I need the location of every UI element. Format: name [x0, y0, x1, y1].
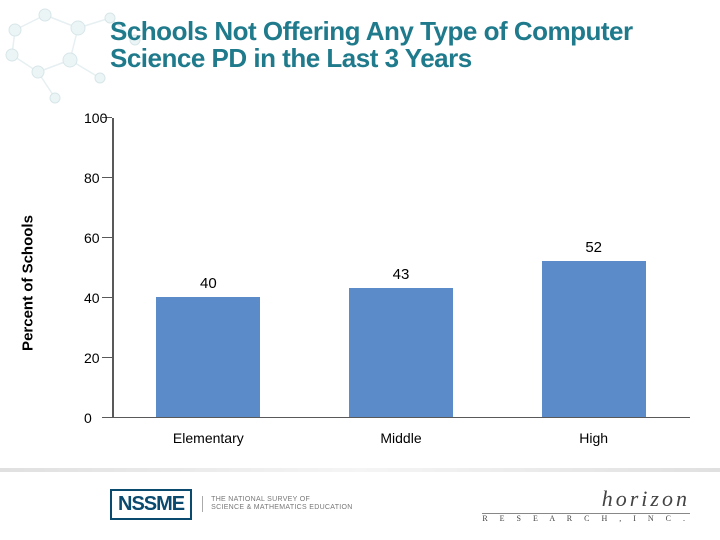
bar-value-label: 43: [393, 266, 410, 283]
y-tick: [102, 177, 112, 178]
x-tick-label: High: [579, 430, 608, 446]
y-axis-label: Percent of Schools: [20, 215, 37, 351]
y-tick-label: 80: [84, 170, 98, 186]
bar-value-label: 40: [200, 275, 217, 292]
nssme-subtitle: THE NATIONAL SURVEY OF SCIENCE & MATHEMA…: [202, 496, 353, 511]
y-tick-label: 60: [84, 230, 98, 246]
page-title: Schools Not Offering Any Type of Compute…: [110, 18, 670, 73]
bar: 52: [542, 261, 646, 417]
x-tick-label: Elementary: [173, 430, 244, 446]
footer-divider: [0, 468, 720, 472]
y-tick: [102, 297, 112, 298]
y-tick-label: 20: [84, 350, 98, 366]
y-tick-label: 0: [84, 410, 98, 426]
x-tick-label: Middle: [380, 430, 421, 446]
horizon-wordmark: horizon: [482, 486, 690, 514]
y-tick: [102, 417, 112, 418]
y-tick-label: 40: [84, 290, 98, 306]
nssme-mark: NSSME: [110, 489, 192, 520]
bar: 43: [349, 288, 453, 417]
y-tick: [102, 357, 112, 358]
horizon-logo: horizon R E S E A R C H , I N C .: [482, 486, 690, 523]
horizon-subtitle: R E S E A R C H , I N C .: [482, 514, 690, 523]
y-tick: [102, 237, 112, 238]
footer: NSSME THE NATIONAL SURVEY OF SCIENCE & M…: [0, 468, 720, 540]
bar: 40: [156, 297, 260, 417]
nssme-logo: NSSME THE NATIONAL SURVEY OF SCIENCE & M…: [110, 489, 353, 520]
y-tick-label: 100: [84, 110, 98, 126]
plot-area: 404352 020406080100: [112, 118, 690, 418]
bar-value-label: 52: [585, 239, 602, 256]
bar-chart: Percent of Schools 404352 020406080100 E…: [40, 118, 690, 448]
